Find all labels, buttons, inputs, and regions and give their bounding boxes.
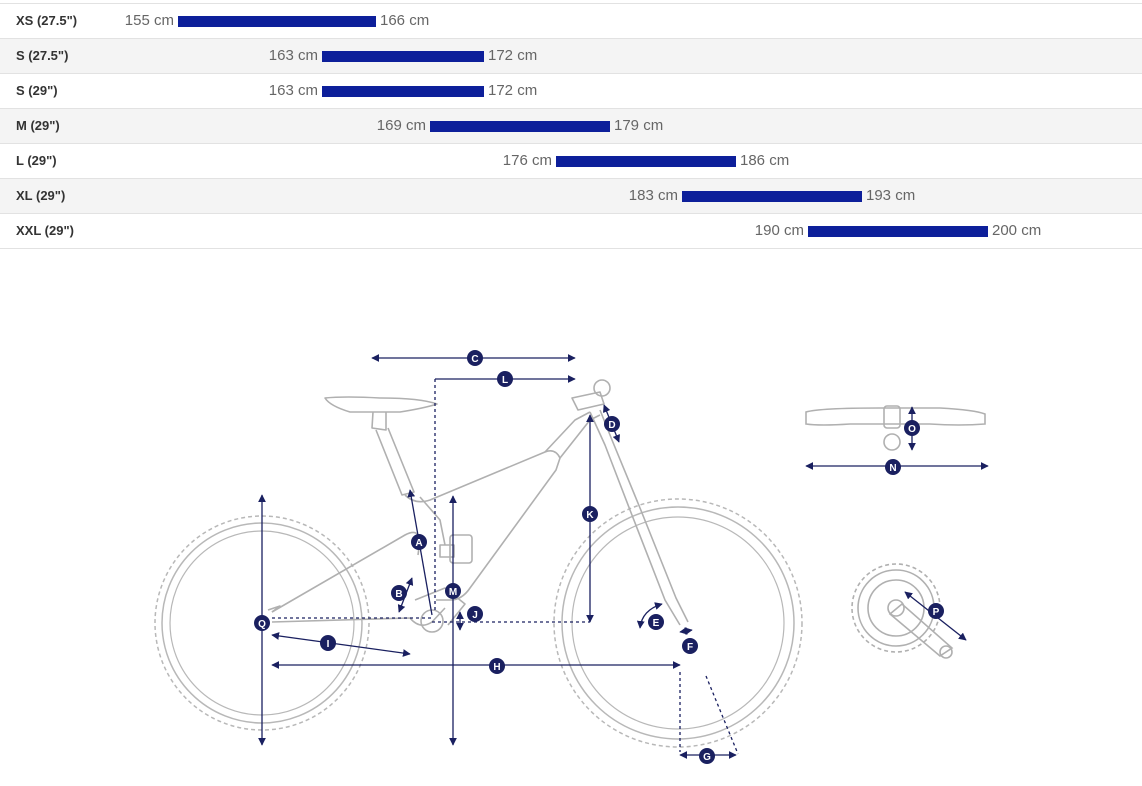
- dimension-lines: [258, 354, 989, 759]
- svg-text:M: M: [449, 587, 457, 598]
- dimension-label-h: H: [489, 658, 505, 674]
- svg-text:P: P: [933, 607, 940, 618]
- handlebar: [805, 405, 986, 451]
- height-min-label: 183 cm: [628, 187, 678, 204]
- height-range-bar: [430, 121, 610, 132]
- height-min-label: 163 cm: [268, 82, 318, 99]
- size-label: M (29"): [16, 118, 60, 133]
- svg-text:I: I: [327, 639, 330, 650]
- height-range-bar: [322, 86, 484, 97]
- svg-text:K: K: [586, 510, 594, 521]
- dimension-label-a: A: [411, 534, 427, 550]
- svg-text:F: F: [687, 642, 693, 653]
- height-min-label: 155 cm: [124, 12, 174, 29]
- size-label: L (29"): [16, 153, 57, 168]
- dimension-label-l: L: [497, 371, 513, 387]
- dimension-label-c: C: [467, 350, 483, 366]
- height-range-bar: [808, 226, 988, 237]
- svg-text:Q: Q: [258, 619, 266, 630]
- svg-text:L: L: [502, 375, 508, 386]
- svg-text:G: G: [703, 752, 711, 763]
- height-range-bar: [178, 16, 376, 27]
- height-max-label: 172 cm: [488, 47, 538, 64]
- svg-text:N: N: [889, 463, 896, 474]
- size-label: S (29"): [16, 83, 58, 98]
- dimension-label-g: G: [699, 748, 715, 764]
- size-row: S (29") 163 cm 172 cm: [0, 74, 1142, 109]
- bike-frame: [267, 379, 689, 633]
- height-range-bar: [322, 51, 484, 62]
- dimension-label-m: M: [445, 583, 461, 599]
- size-row: M (29") 169 cm 179 cm: [0, 109, 1142, 144]
- svg-text:B: B: [395, 589, 402, 600]
- size-row: XS (27.5") 155 cm 166 cm: [0, 3, 1142, 39]
- svg-text:A: A: [415, 538, 422, 549]
- front-wheel: [553, 498, 803, 748]
- height-max-label: 166 cm: [380, 12, 430, 29]
- size-label: XL (29"): [16, 188, 66, 203]
- svg-text:H: H: [493, 662, 500, 673]
- dimension-label-n: N: [885, 459, 901, 475]
- height-max-label: 186 cm: [740, 152, 790, 169]
- dimension-label-d: D: [604, 416, 620, 432]
- svg-text:D: D: [608, 420, 615, 431]
- size-row: L (29") 176 cm 186 cm: [0, 144, 1142, 179]
- svg-text:J: J: [472, 610, 478, 621]
- size-label: XXL (29"): [16, 223, 74, 238]
- dimension-label-f: F: [682, 638, 698, 654]
- dimension-label-q: Q: [254, 615, 270, 631]
- svg-text:C: C: [471, 354, 478, 365]
- size-chart: XS (27.5") 155 cm 166 cm S (27.5") 163 cm 172…: [0, 3, 1142, 249]
- size-label: XS (27.5"): [16, 13, 78, 28]
- dimension-label-e: E: [648, 614, 664, 630]
- height-min-label: 190 cm: [754, 222, 804, 239]
- height-range-bar: [556, 156, 736, 167]
- height-max-label: 193 cm: [866, 187, 916, 204]
- svg-text:O: O: [908, 424, 916, 435]
- dimension-label-k: K: [582, 506, 598, 522]
- svg-text:E: E: [653, 618, 660, 629]
- size-row: S (27.5") 163 cm 172 cm: [0, 39, 1142, 74]
- dimension-label-j: J: [467, 606, 483, 622]
- height-min-label: 163 cm: [268, 47, 318, 64]
- height-max-label: 172 cm: [488, 82, 538, 99]
- size-row: XL (29") 183 cm 193 cm: [0, 179, 1142, 214]
- dimension-label-b: B: [391, 585, 407, 601]
- height-min-label: 176 cm: [502, 152, 552, 169]
- height-max-label: 179 cm: [614, 117, 664, 134]
- height-min-label: 169 cm: [376, 117, 426, 134]
- height-max-label: 200 cm: [992, 222, 1042, 239]
- height-range-bar: [682, 191, 862, 202]
- bike-geometry-diagram: C L D K A B M J E F Q I H G O N P: [154, 350, 989, 764]
- dimension-label-p: P: [928, 603, 944, 619]
- dimension-label-o: O: [904, 420, 920, 436]
- dimension-label-i: I: [320, 635, 336, 651]
- size-label: S (27.5"): [16, 48, 69, 63]
- size-row: XXL (29") 190 cm 200 cm: [0, 214, 1142, 249]
